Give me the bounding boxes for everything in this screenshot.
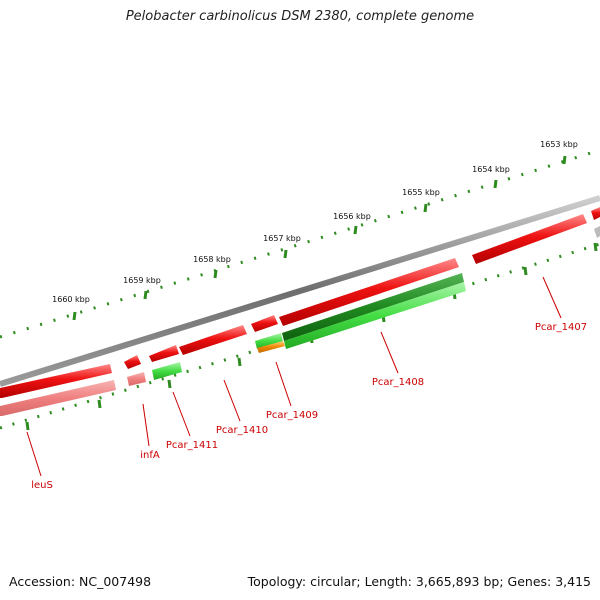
ruler-major-tick xyxy=(283,249,288,259)
gene-pcar1409-green[interactable] xyxy=(255,333,283,349)
gene-label[interactable]: leuS xyxy=(31,480,53,491)
reverse-strand-genes xyxy=(0,273,466,416)
gene-label[interactable]: Pcar_1411 xyxy=(166,440,218,451)
ruler-tick-label: 1658 kbp xyxy=(193,255,231,264)
ruler-major-tick xyxy=(143,290,148,300)
gene-label[interactable]: Pcar_1407 xyxy=(535,322,587,333)
gene-leuS-upper[interactable] xyxy=(0,364,112,398)
accession-label: Accession: NC_007498 xyxy=(9,574,152,589)
gene-pcar1408-light[interactable] xyxy=(284,282,466,349)
gene-label-leader xyxy=(542,276,562,319)
gene-infA-lower[interactable] xyxy=(127,372,146,386)
gene-label[interactable]: Pcar_1410 xyxy=(216,425,268,436)
gene-label-leader xyxy=(223,379,241,422)
gene-label-leader xyxy=(142,403,150,447)
gene-pcar1408-dark[interactable] xyxy=(282,273,464,341)
figure-title: Pelobacter carbinolicus DSM 2380, comple… xyxy=(125,9,475,24)
genome-summary: Topology: circular; Length: 3,665,893 bp… xyxy=(247,574,591,589)
gene-label-leader xyxy=(380,331,399,374)
gene-pcar1410[interactable] xyxy=(179,325,247,355)
ruler-tick-label: 1653 kbp xyxy=(540,140,578,149)
gene-labels: Pcar_1407 Pcar_1408 Pcar_1409 Pcar_1410 Pcar… xyxy=(26,276,587,491)
gene-pcar1409-upper[interactable] xyxy=(251,315,278,332)
ruler-tick-labels: 1653 kbp 1654 kbp 1655 kbp 1656 kbp 1657 kbp… xyxy=(52,140,578,304)
genome-backbone xyxy=(0,195,600,387)
gene-label-leader xyxy=(26,431,42,477)
outer-ruler: 1653 kbp 1654 kbp 1655 kbp 1656 kbp 1657 kbp… xyxy=(0,140,600,339)
forward-strand-genes xyxy=(0,207,600,398)
gene-label-leader xyxy=(275,361,292,407)
gene-edge-red[interactable] xyxy=(591,207,600,220)
ruler-major-tick xyxy=(353,225,358,235)
ruler-tick-label: 1656 kbp xyxy=(333,212,371,221)
gene-pcar1409-orange[interactable] xyxy=(257,341,285,353)
ruler-tick-label: 1660 kbp xyxy=(52,295,90,304)
ruler-major-tick xyxy=(493,179,498,189)
gene-pcar1411-upper[interactable] xyxy=(149,345,179,362)
ruler-tick-label: 1654 kbp xyxy=(472,165,510,174)
ruler-major-tick xyxy=(72,311,77,321)
gene-pcar1407[interactable] xyxy=(472,214,587,264)
gene-label[interactable]: infA xyxy=(140,450,160,461)
gene-infA-upper[interactable] xyxy=(124,355,141,369)
gene-label-leader xyxy=(172,391,191,437)
ruler-major-tick xyxy=(213,269,218,279)
gene-pcar1408-upper[interactable] xyxy=(279,258,459,326)
ruler-tick-label: 1655 kbp xyxy=(402,188,440,197)
gene-edge-grey xyxy=(594,226,600,238)
ruler-major-ticks xyxy=(72,155,567,321)
ruler-tick-label: 1657 kbp xyxy=(263,234,301,243)
gene-leuS-lower[interactable] xyxy=(0,380,116,416)
gene-label[interactable]: Pcar_1408 xyxy=(372,377,424,388)
ruler-tick-label: 1659 kbp xyxy=(123,276,161,285)
gene-label[interactable]: Pcar_1409 xyxy=(266,410,318,421)
ruler-major-tick xyxy=(562,155,567,165)
ruler-major-tick xyxy=(423,203,428,213)
gene-pcar1411-lower[interactable] xyxy=(152,362,182,380)
